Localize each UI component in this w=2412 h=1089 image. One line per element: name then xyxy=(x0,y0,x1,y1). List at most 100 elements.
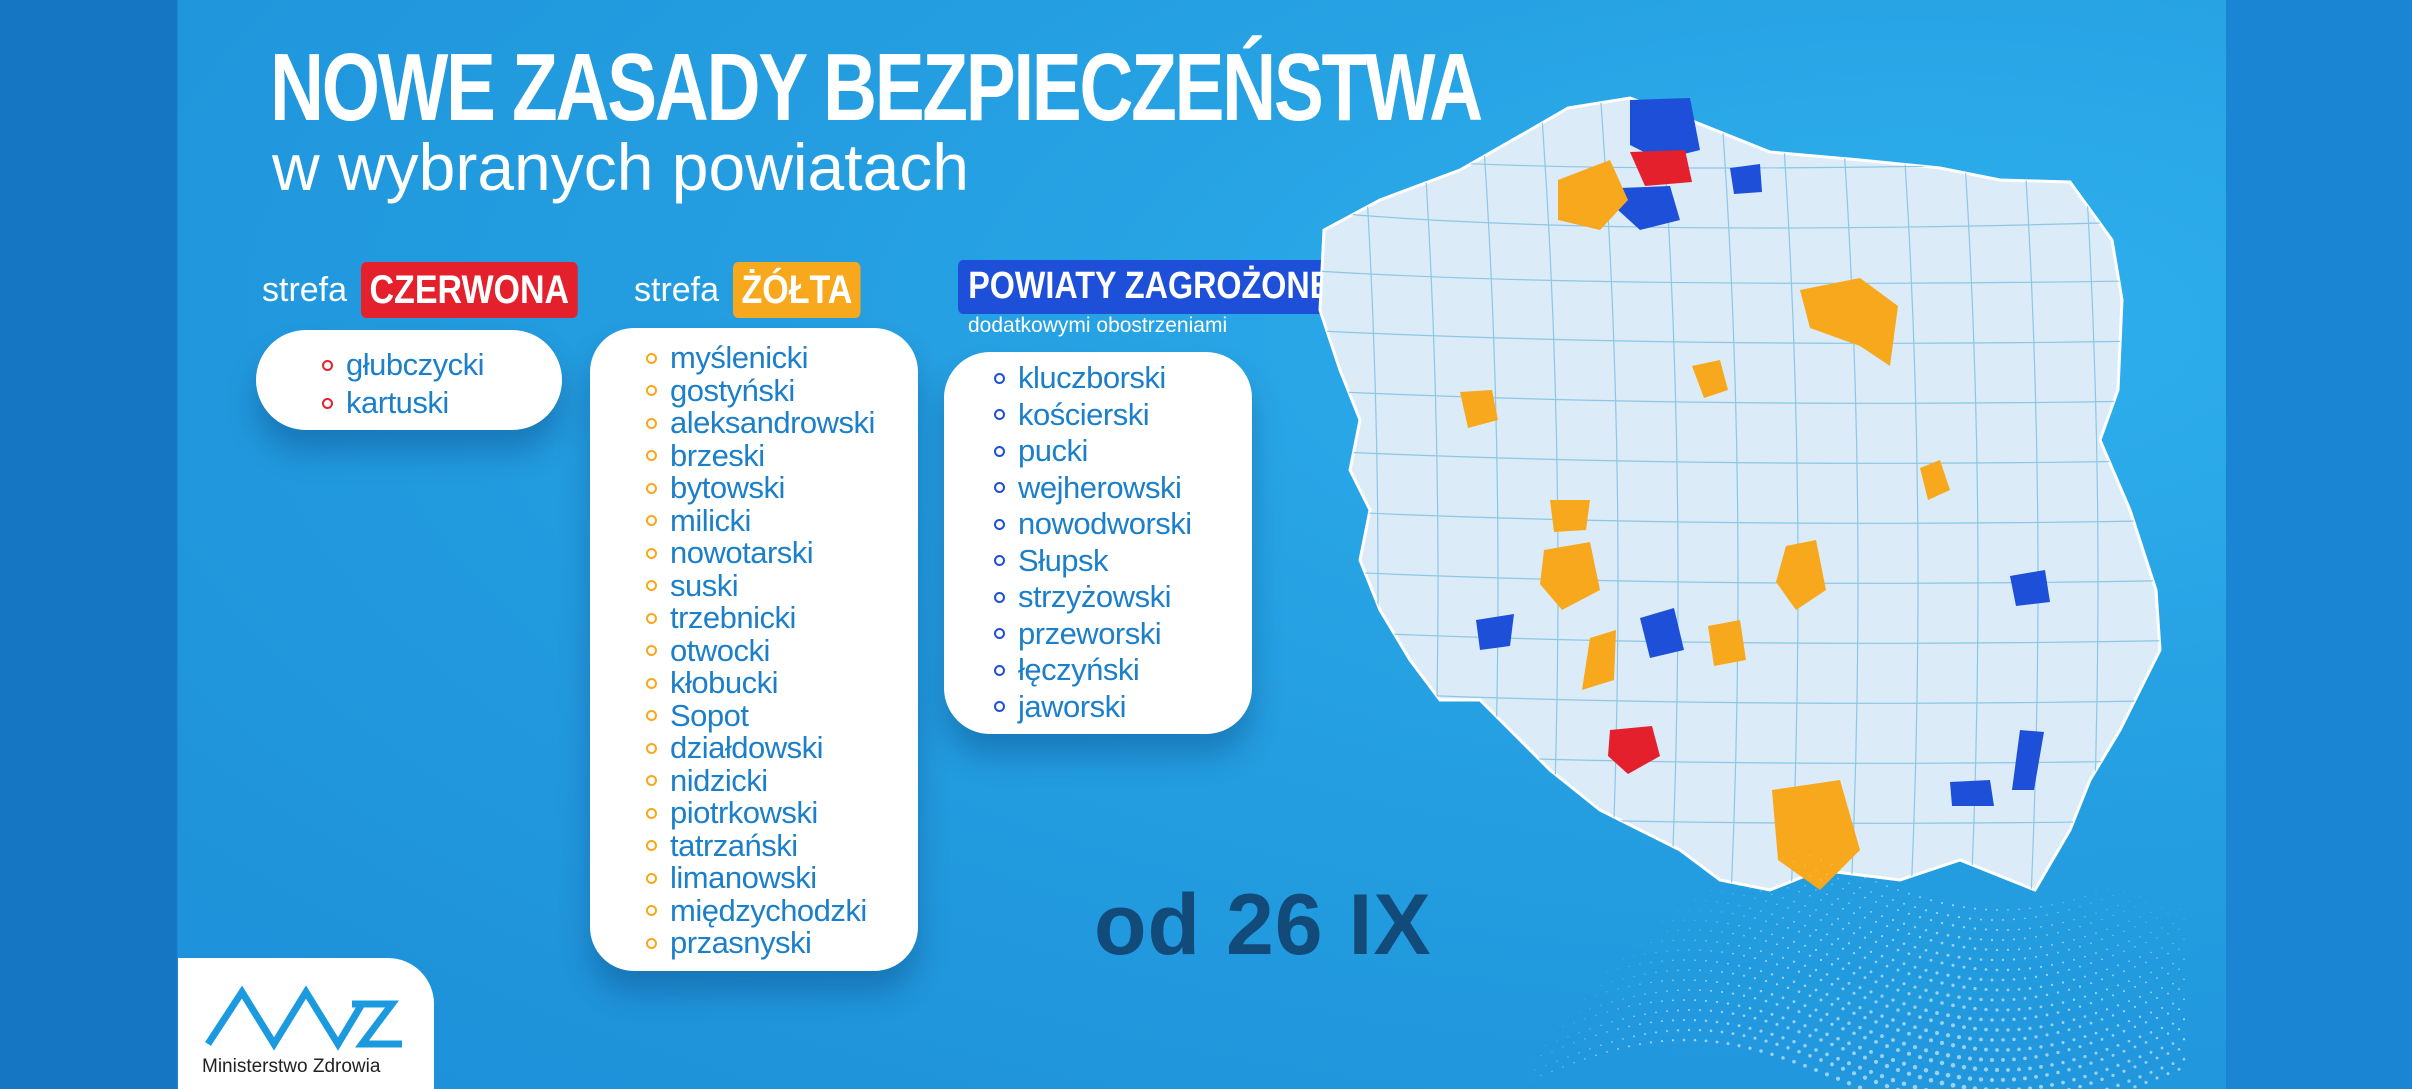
dot xyxy=(1595,994,1597,996)
dot xyxy=(1884,1064,1890,1069)
dot xyxy=(2006,948,2010,952)
dot xyxy=(1716,901,1718,903)
dot xyxy=(1935,911,1939,915)
dot xyxy=(2072,978,2076,981)
dot xyxy=(1924,1028,1928,1033)
dot xyxy=(1639,963,1641,965)
dot xyxy=(2160,1026,2164,1030)
dot xyxy=(1731,1032,1735,1036)
dot xyxy=(1639,1023,1641,1026)
dot xyxy=(1720,1030,1724,1034)
dot xyxy=(2139,975,2141,978)
dot xyxy=(1738,905,1740,907)
dot xyxy=(1847,1061,1851,1066)
bullet-icon xyxy=(994,701,1005,713)
dot xyxy=(2057,951,2059,954)
dot xyxy=(1819,1038,1823,1042)
dot xyxy=(1710,890,1712,892)
dot xyxy=(1803,944,1807,947)
dot xyxy=(1687,1008,1691,1012)
dot xyxy=(1753,1016,1757,1020)
dot xyxy=(1929,938,1933,942)
dot xyxy=(1957,995,1961,999)
dot xyxy=(1990,938,1994,942)
dot xyxy=(2144,1001,2148,1004)
dot xyxy=(1698,1009,1702,1012)
dot xyxy=(1589,1028,1591,1030)
dot xyxy=(1859,886,1861,889)
dot xyxy=(1929,978,1933,982)
dot xyxy=(1771,873,1773,875)
dot xyxy=(2133,1065,2137,1069)
dot xyxy=(1804,885,1806,887)
dot xyxy=(2084,896,2086,898)
list-item: tatrzański xyxy=(646,828,918,863)
dot xyxy=(2078,1045,2082,1049)
dot xyxy=(2023,1076,2027,1081)
dot xyxy=(2012,958,2016,961)
dot xyxy=(1979,918,1983,921)
dot xyxy=(1742,974,1746,977)
dot xyxy=(1803,1063,1807,1068)
red-zone-header: strefa CZERWONA xyxy=(262,262,616,318)
dot xyxy=(1759,969,1763,973)
county-yellow-center xyxy=(1776,540,1826,610)
dot xyxy=(2106,908,2108,910)
dot xyxy=(1781,976,1785,980)
bullet-icon xyxy=(646,807,657,819)
dot xyxy=(2161,947,2163,949)
dot xyxy=(1957,955,1961,959)
dot xyxy=(2172,982,2174,985)
dot xyxy=(1683,999,1685,1001)
dot xyxy=(1622,1018,1624,1020)
dot xyxy=(1851,1071,1857,1076)
dot xyxy=(2012,1057,2016,1062)
dot xyxy=(1797,970,1801,973)
dot xyxy=(1782,917,1784,919)
dot xyxy=(1688,969,1690,971)
dot xyxy=(1950,1043,1956,1048)
dot xyxy=(1940,981,1944,985)
list-item: kłobucki xyxy=(646,665,918,700)
dot xyxy=(2028,947,2032,950)
dot xyxy=(1928,1058,1934,1063)
county-name: nowodworski xyxy=(1018,506,1192,542)
dot xyxy=(1743,915,1745,917)
dot xyxy=(1749,887,1751,889)
dot xyxy=(2061,1001,2065,1004)
highlighted-counties xyxy=(1460,98,2050,890)
dot xyxy=(1995,948,1999,952)
dot xyxy=(1837,878,1839,880)
dot xyxy=(2017,1007,2021,1011)
threatened-label: POWIATY ZAGROŻONE xyxy=(958,260,1342,314)
dot xyxy=(1912,1045,1918,1050)
dot xyxy=(1765,900,1767,902)
dot xyxy=(2150,951,2152,954)
dot xyxy=(2101,938,2103,941)
dot xyxy=(2084,955,2086,958)
dot xyxy=(1814,1068,1818,1072)
dot xyxy=(1918,995,1922,999)
dot xyxy=(1705,920,1707,922)
dot xyxy=(2134,926,2136,928)
dot xyxy=(2116,1024,2120,1027)
dot xyxy=(1727,903,1729,905)
dot xyxy=(1595,1054,1597,1057)
dot xyxy=(2072,1038,2076,1042)
list-item: kościerski xyxy=(994,397,1252,434)
dot xyxy=(1913,906,1917,909)
dot xyxy=(1666,970,1668,972)
dot xyxy=(1979,978,1983,981)
dot xyxy=(1655,1011,1657,1014)
dot xyxy=(2123,910,2125,912)
county-blue-north-2 xyxy=(1618,186,1680,230)
dot xyxy=(1775,1042,1779,1046)
dot xyxy=(1748,1026,1752,1030)
dot xyxy=(1797,1030,1801,1034)
dot xyxy=(1869,990,1873,994)
dot xyxy=(1825,1072,1829,1077)
dot xyxy=(1787,907,1789,909)
dot xyxy=(1962,925,1966,929)
dot xyxy=(1863,1055,1867,1060)
dot xyxy=(1847,1001,1851,1005)
